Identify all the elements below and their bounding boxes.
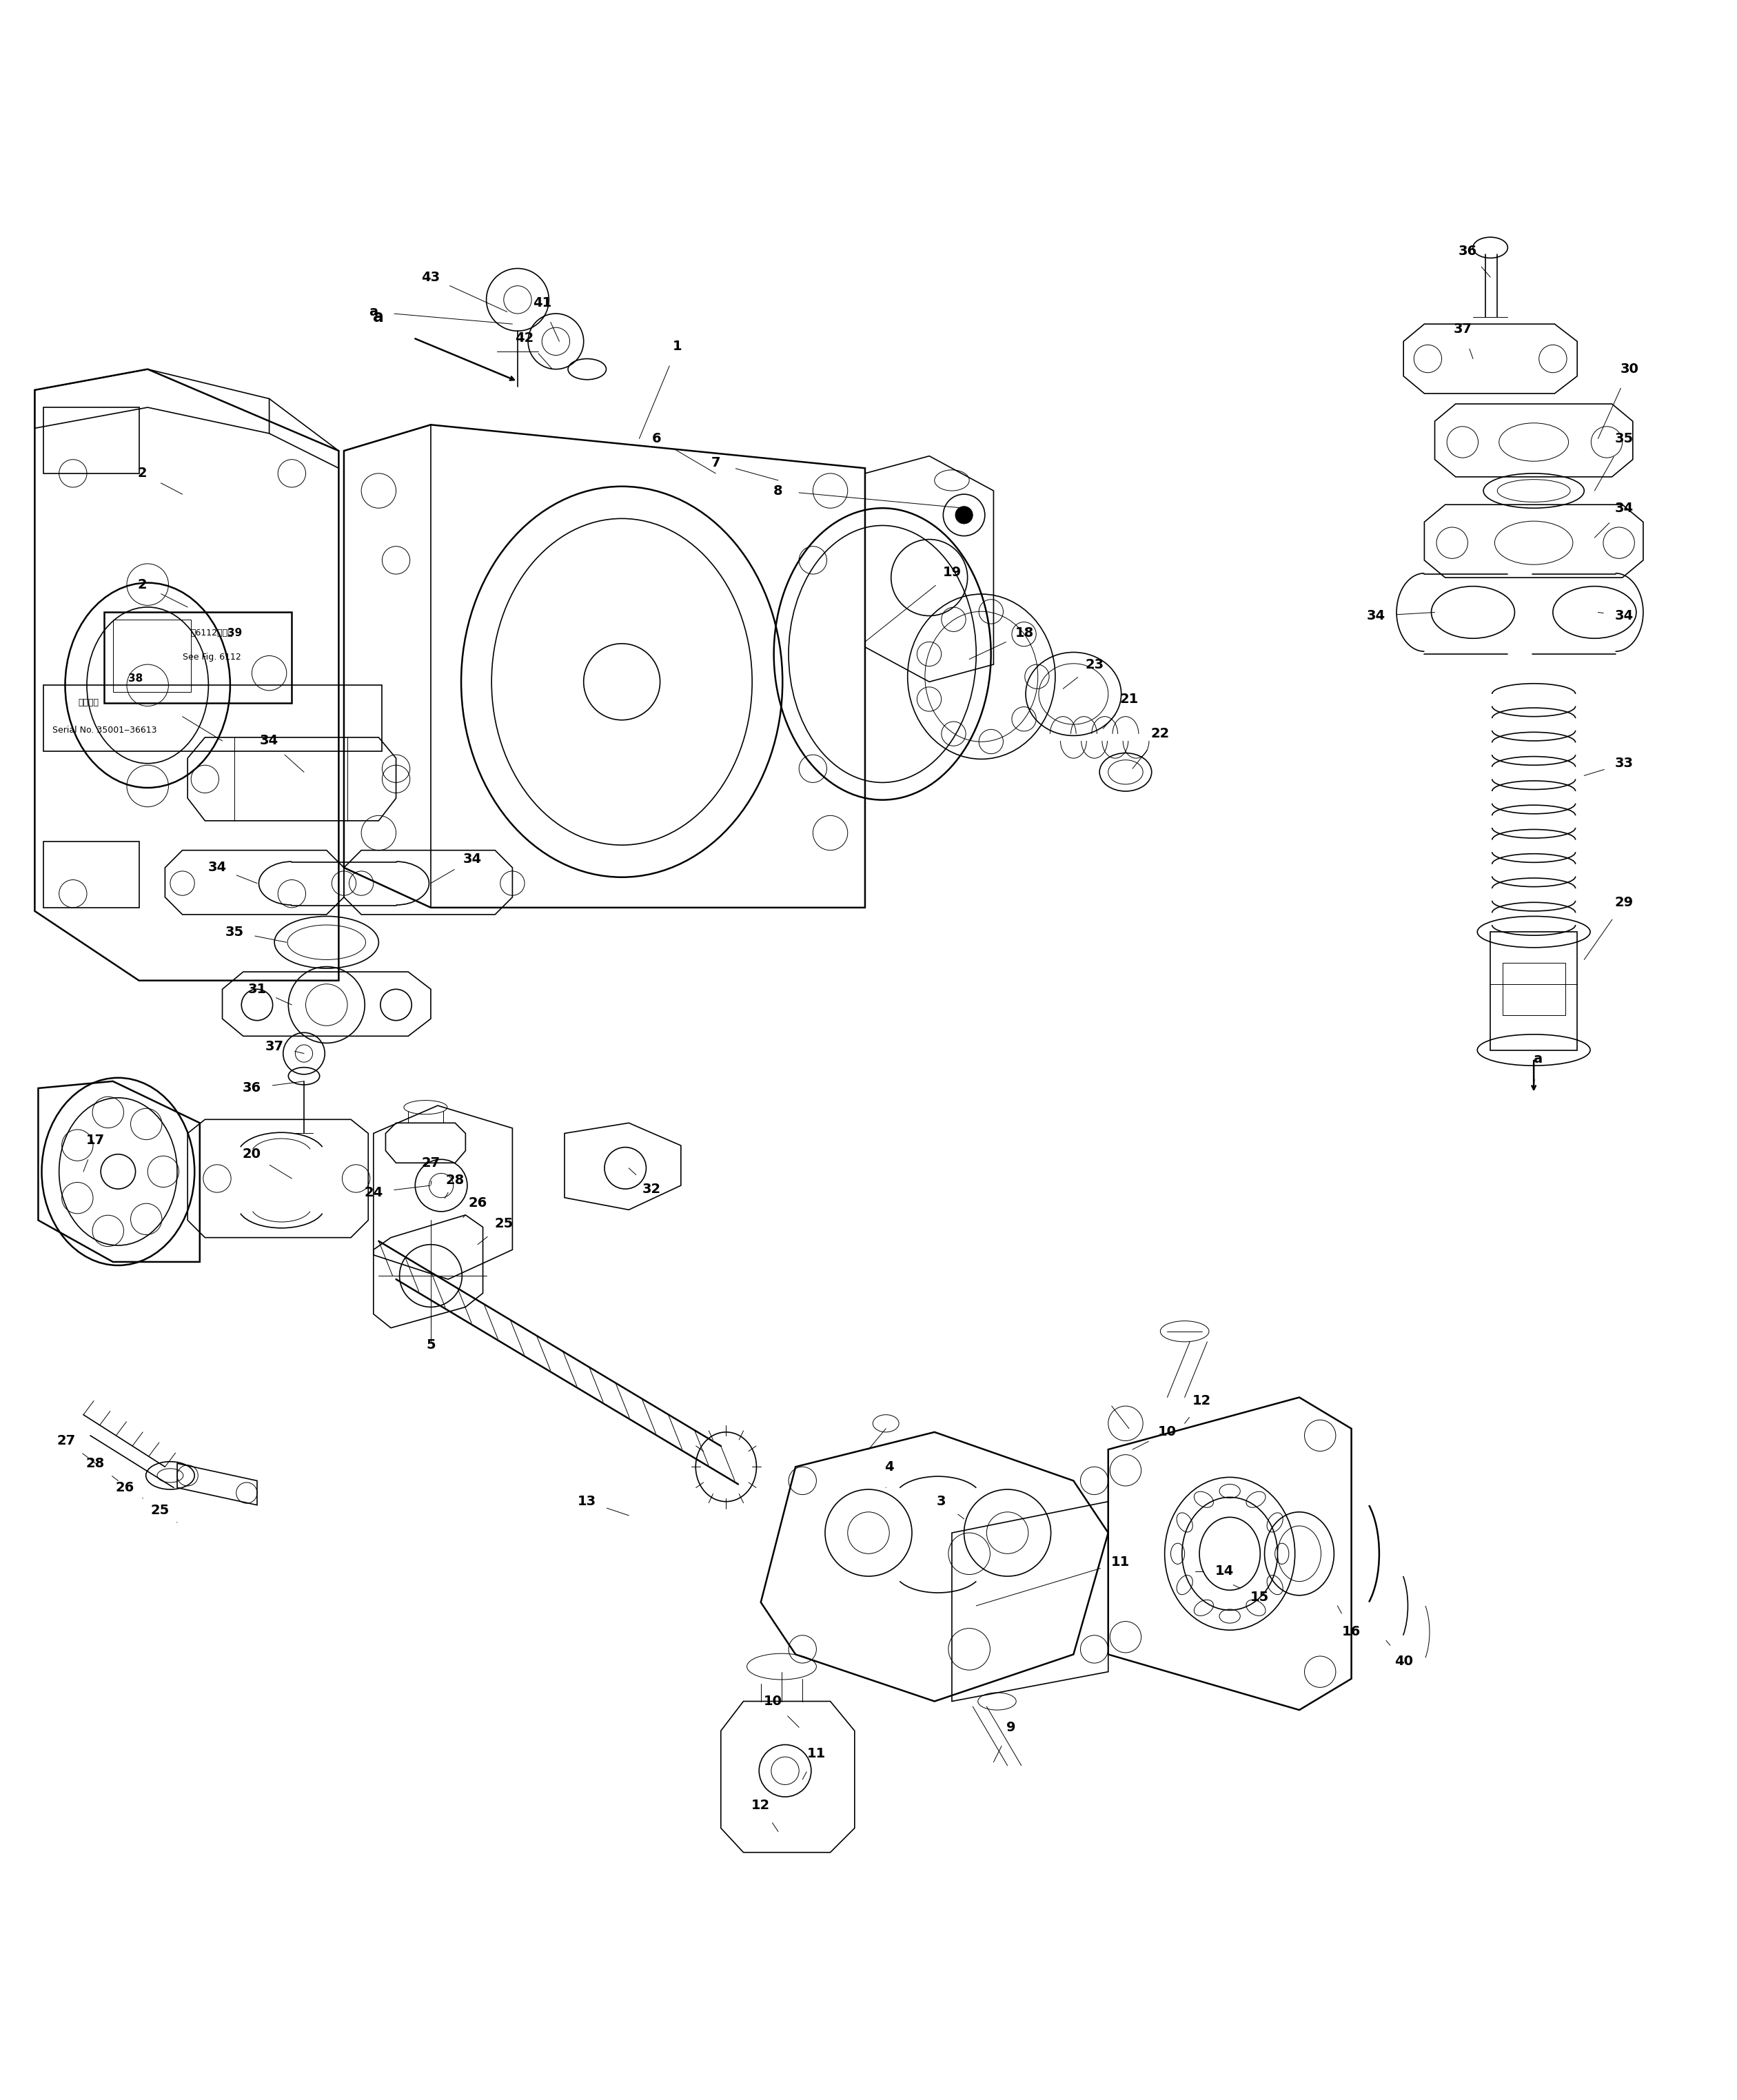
Text: 39: 39 xyxy=(228,628,241,638)
Text: 37: 37 xyxy=(1454,323,1471,336)
Text: 8: 8 xyxy=(773,485,783,498)
Text: 14: 14 xyxy=(1216,1564,1233,1577)
Text: 27: 27 xyxy=(57,1434,75,1447)
Text: 第6112図参照: 第6112図参照 xyxy=(191,628,233,638)
Text: See Fig. 6112: See Fig. 6112 xyxy=(182,653,241,662)
Text: 24: 24 xyxy=(365,1186,382,1199)
Text: 38: 38 xyxy=(129,674,142,682)
Text: 3: 3 xyxy=(936,1495,947,1508)
Bar xyxy=(43,685,382,752)
Text: 35: 35 xyxy=(226,926,243,939)
Text: 34: 34 xyxy=(208,861,226,874)
Text: 17: 17 xyxy=(87,1134,104,1147)
Text: 13: 13 xyxy=(578,1495,596,1508)
Bar xyxy=(1503,964,1565,1014)
Text: 16: 16 xyxy=(1343,1625,1360,1638)
Text: 10: 10 xyxy=(764,1695,782,1707)
Bar xyxy=(1490,932,1577,1050)
Text: 12: 12 xyxy=(1193,1394,1211,1407)
Text: 22: 22 xyxy=(1152,727,1169,741)
Text: 34: 34 xyxy=(1367,609,1384,622)
Text: 27: 27 xyxy=(422,1157,439,1170)
Text: 4: 4 xyxy=(884,1460,895,1474)
Text: 20: 20 xyxy=(243,1149,261,1161)
Text: 18: 18 xyxy=(1016,626,1034,641)
Text: 41: 41 xyxy=(533,296,551,309)
Text: 36: 36 xyxy=(243,1082,261,1094)
Text: 34: 34 xyxy=(1615,502,1633,514)
Text: 1: 1 xyxy=(672,340,683,353)
Text: 12: 12 xyxy=(752,1800,769,1812)
Text: 9: 9 xyxy=(1006,1720,1016,1735)
Text: 33: 33 xyxy=(1615,756,1633,771)
Text: Serial No. 35001‒36613: Serial No. 35001‒36613 xyxy=(52,727,156,735)
Text: 35: 35 xyxy=(1615,433,1633,445)
Text: 21: 21 xyxy=(1120,693,1138,706)
Text: 25: 25 xyxy=(151,1504,168,1516)
Bar xyxy=(113,620,191,693)
Text: a: a xyxy=(373,309,384,326)
Text: a: a xyxy=(368,304,379,319)
Text: 7: 7 xyxy=(710,456,721,470)
Text: 31: 31 xyxy=(248,983,266,995)
Text: 25: 25 xyxy=(495,1218,512,1231)
Text: 29: 29 xyxy=(1615,897,1633,909)
Text: 28: 28 xyxy=(446,1174,464,1186)
Text: 34: 34 xyxy=(1615,609,1633,622)
Text: 15: 15 xyxy=(1251,1590,1268,1604)
Circle shape xyxy=(955,506,973,523)
Text: 40: 40 xyxy=(1395,1655,1412,1667)
Text: 26: 26 xyxy=(116,1480,134,1495)
Text: 37: 37 xyxy=(266,1040,283,1052)
Text: 36: 36 xyxy=(1459,244,1476,258)
Text: 10: 10 xyxy=(1159,1426,1176,1439)
Text: 34: 34 xyxy=(464,853,481,865)
Text: 2: 2 xyxy=(137,466,148,481)
Text: 42: 42 xyxy=(516,332,533,344)
Text: 30: 30 xyxy=(1621,363,1638,376)
Text: a: a xyxy=(1532,1052,1542,1065)
Text: 適用号機: 適用号機 xyxy=(78,697,99,708)
Text: 11: 11 xyxy=(1112,1556,1129,1569)
Text: 23: 23 xyxy=(1086,657,1103,672)
Bar xyxy=(43,407,139,473)
Text: 5: 5 xyxy=(426,1338,436,1352)
Text: 19: 19 xyxy=(943,565,961,580)
Bar xyxy=(43,842,139,907)
Text: 43: 43 xyxy=(422,271,439,284)
Text: 6: 6 xyxy=(651,433,662,445)
Text: 34: 34 xyxy=(261,735,278,748)
Text: 32: 32 xyxy=(643,1182,660,1195)
Bar xyxy=(104,613,292,704)
Text: 28: 28 xyxy=(87,1457,104,1470)
Text: 26: 26 xyxy=(469,1197,486,1210)
Text: 11: 11 xyxy=(808,1747,825,1760)
Text: 2: 2 xyxy=(137,578,148,590)
